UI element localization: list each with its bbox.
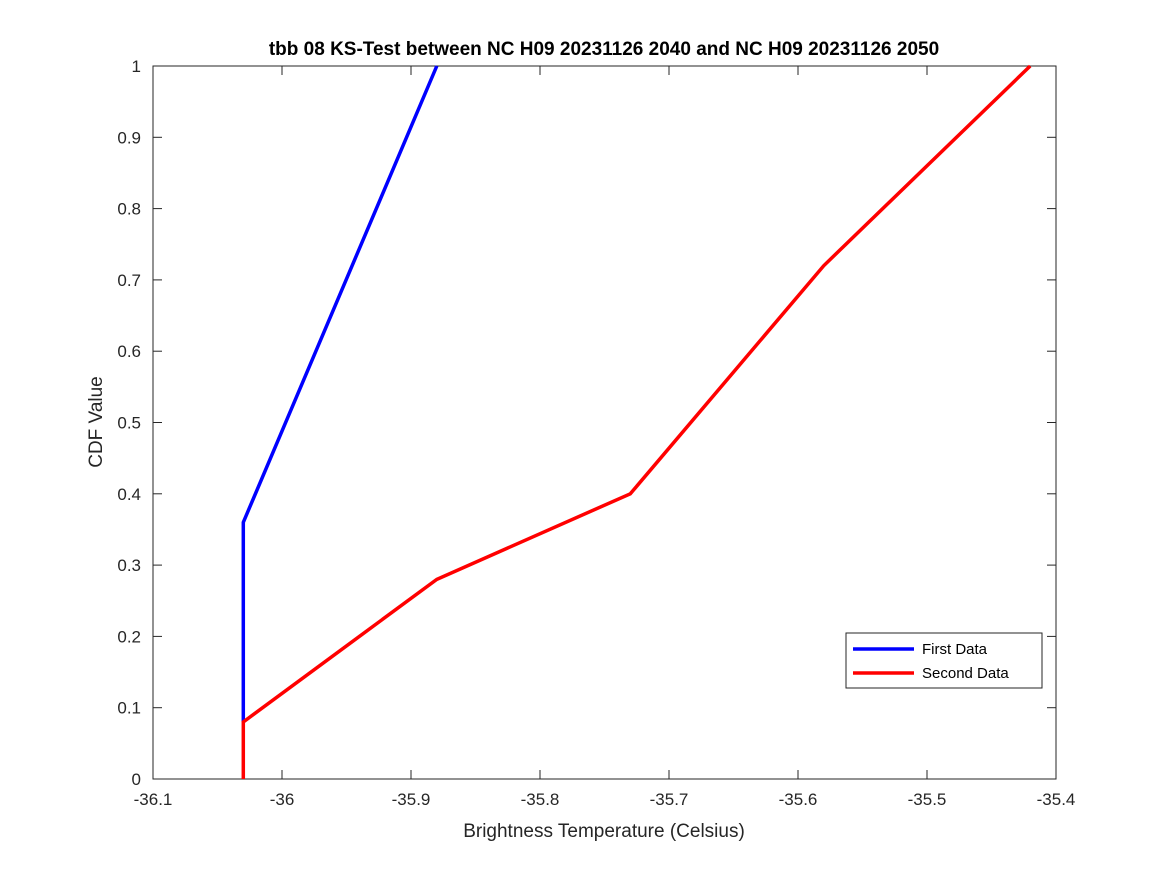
y-tick-label: 1 [132, 57, 141, 76]
y-tick-label: 0.1 [117, 699, 141, 718]
legend-box [845, 632, 1043, 689]
y-tick-label: 0.6 [117, 342, 141, 361]
legend-label-2: Second Data [922, 665, 1009, 682]
x-tick-label: -36.1 [134, 790, 173, 809]
y-tick-labels: 0 0.1 0.2 0.3 0.4 0.5 0.6 0.7 0.8 0.9 1 [117, 57, 141, 789]
y-tick-label: 0.5 [117, 414, 141, 433]
x-axis-label: Brightness Temperature (Celsius) [463, 821, 745, 842]
y-tick-label: 0 [132, 770, 141, 789]
x-tick-label: -35.4 [1037, 790, 1076, 809]
y-tick-label: 0.2 [117, 627, 141, 646]
y-tick-label: 0.3 [117, 556, 141, 575]
x-tick-label: -35.7 [650, 790, 689, 809]
x-tick-label: -35.8 [521, 790, 560, 809]
y-axis-label: CDF Value [86, 376, 107, 468]
x-tick-label: -35.9 [392, 790, 431, 809]
x-tick-labels: -36.1 -36 -35.9 -35.8 -35.7 -35.6 -35.5 -35.4 [134, 790, 1076, 809]
series-lines [241, 64, 1032, 779]
y-tick-label: 0.9 [117, 128, 141, 147]
x-tick-label: -36 [270, 790, 295, 809]
series-line-2 [241, 64, 1032, 779]
legend-label-1: First Data [922, 641, 988, 658]
legend: First Data Second Data [845, 632, 1043, 689]
y-tick-label: 0.4 [117, 485, 141, 504]
chart-title: tbb 08 KS-Test between NC H09 20231126 2… [269, 39, 939, 60]
series-line-1 [241, 65, 439, 722]
y-tick-label: 0.8 [117, 200, 141, 219]
y-tick-label: 0.7 [117, 271, 141, 290]
x-tick-label: -35.6 [779, 790, 818, 809]
tick-marks [152, 65, 1057, 780]
x-tick-label: -35.5 [908, 790, 947, 809]
